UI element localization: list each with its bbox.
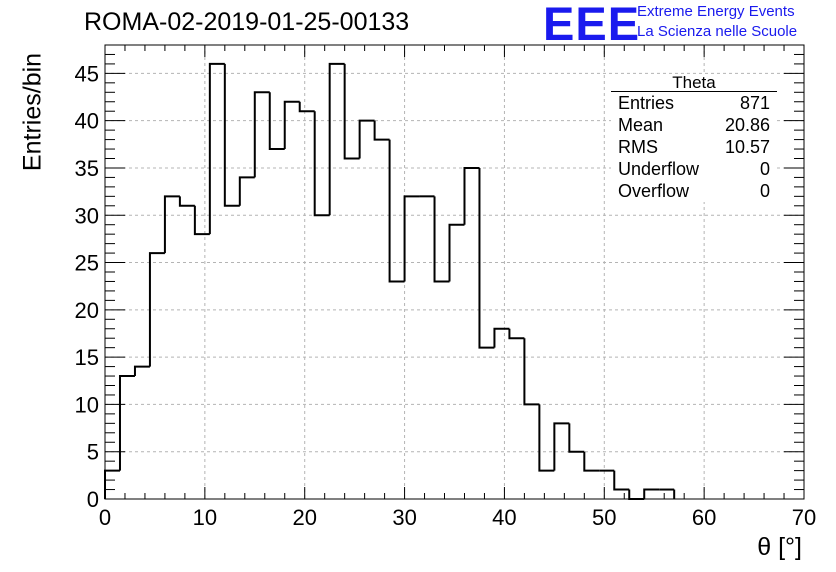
histogram-bin bbox=[178, 196, 195, 207]
histogram-bin bbox=[298, 101, 315, 113]
histogram-bin bbox=[583, 451, 600, 472]
x-tick-label: 40 bbox=[492, 505, 516, 530]
histogram-bin bbox=[283, 100, 300, 150]
histogram-bin bbox=[403, 195, 420, 282]
stats-value: 20.86 bbox=[724, 115, 770, 135]
histogram-bin bbox=[568, 423, 585, 453]
stats-value: 10.57 bbox=[724, 137, 770, 157]
histogram-bin bbox=[104, 469, 120, 499]
stats-label: Overflow bbox=[618, 181, 690, 201]
stats-label: Mean bbox=[618, 115, 664, 135]
stats-row-mean: Mean 20.86 bbox=[611, 114, 777, 136]
axis-tick-labels: 0 10 20 30 40 50 60 70 0 5 10 15 20 25 30 35 40 45 bbox=[75, 61, 817, 530]
run-title: ROMA-02-2019-01-25-00133 bbox=[84, 8, 410, 36]
y-tick-label: 25 bbox=[75, 251, 99, 276]
histogram-bin bbox=[118, 375, 135, 471]
stats-label: Entries bbox=[618, 93, 675, 113]
histogram-bins bbox=[104, 62, 676, 500]
histogram-bin bbox=[613, 470, 630, 491]
logo-tagline-2: La Scienza nelle Scuole bbox=[637, 23, 798, 40]
stats-row-overflow: Overflow 0 bbox=[611, 180, 777, 202]
histogram-bin bbox=[628, 489, 645, 500]
histogram-bin bbox=[508, 328, 525, 340]
y-axis-title: Entries/bin bbox=[18, 52, 47, 172]
x-tick-label: 30 bbox=[392, 505, 416, 530]
histogram-bin bbox=[208, 62, 225, 235]
histogram-bin bbox=[133, 365, 150, 377]
histogram-bin bbox=[223, 63, 240, 207]
histogram-bin bbox=[643, 488, 660, 499]
logo-tagline-1: Extreme Energy Events bbox=[637, 3, 795, 20]
stats-row-entries: Entries 871 bbox=[611, 92, 777, 114]
histogram-bin bbox=[358, 119, 375, 159]
histogram-bin bbox=[553, 422, 570, 471]
y-tick-label: 30 bbox=[75, 203, 99, 228]
histogram-bin bbox=[538, 404, 555, 472]
y-tick-label: 35 bbox=[75, 156, 99, 181]
x-tick-label: 60 bbox=[692, 505, 716, 530]
stats-title: Theta bbox=[611, 74, 777, 92]
histogram-bin bbox=[478, 167, 495, 349]
stats-row-underflow: Underflow 0 bbox=[611, 158, 777, 180]
x-tick-label: 20 bbox=[292, 505, 316, 530]
stats-label: RMS bbox=[618, 137, 658, 157]
stats-value: 0 bbox=[759, 181, 770, 201]
histogram-bin bbox=[253, 91, 270, 178]
histogram-bin bbox=[523, 338, 540, 406]
y-tick-label: 10 bbox=[75, 392, 99, 417]
histogram-bin bbox=[238, 176, 255, 206]
x-axis-title: θ [°] bbox=[757, 533, 802, 561]
eee-logo: EEE bbox=[543, 0, 641, 50]
stats-label: Underflow bbox=[618, 159, 700, 179]
y-tick-label: 0 bbox=[87, 487, 99, 512]
y-tick-label: 5 bbox=[87, 440, 99, 465]
y-tick-label: 20 bbox=[75, 298, 99, 323]
histogram-bin bbox=[448, 223, 465, 282]
histogram-bin bbox=[193, 205, 210, 236]
histogram-bin bbox=[373, 120, 390, 141]
histogram-bin bbox=[493, 327, 510, 348]
x-tick-label: 10 bbox=[193, 505, 217, 530]
stats-value: 871 bbox=[739, 93, 770, 113]
axis-ticks bbox=[104, 44, 805, 500]
y-tick-label: 15 bbox=[75, 345, 99, 370]
stats-row-rms: RMS 10.57 bbox=[611, 136, 777, 158]
x-tick-label: 50 bbox=[592, 505, 616, 530]
x-tick-label: 0 bbox=[99, 505, 111, 530]
histogram-bin bbox=[268, 92, 285, 151]
y-tick-label: 45 bbox=[75, 61, 99, 86]
histogram-bin bbox=[328, 62, 345, 216]
stats-value: 0 bbox=[759, 159, 770, 179]
histogram-bin bbox=[313, 111, 330, 217]
stats-box: Theta Entries 871 Mean 20.86 RMS 10.57 Unde… bbox=[611, 74, 777, 202]
x-tick-label: 70 bbox=[792, 505, 816, 530]
histogram-bin bbox=[388, 139, 405, 283]
y-tick-label: 40 bbox=[75, 109, 99, 134]
histogram-bin bbox=[148, 252, 165, 367]
histogram-bin bbox=[163, 195, 180, 254]
histogram-bin bbox=[463, 166, 480, 225]
histogram-bin bbox=[433, 196, 450, 283]
histogram-bin bbox=[343, 63, 360, 160]
